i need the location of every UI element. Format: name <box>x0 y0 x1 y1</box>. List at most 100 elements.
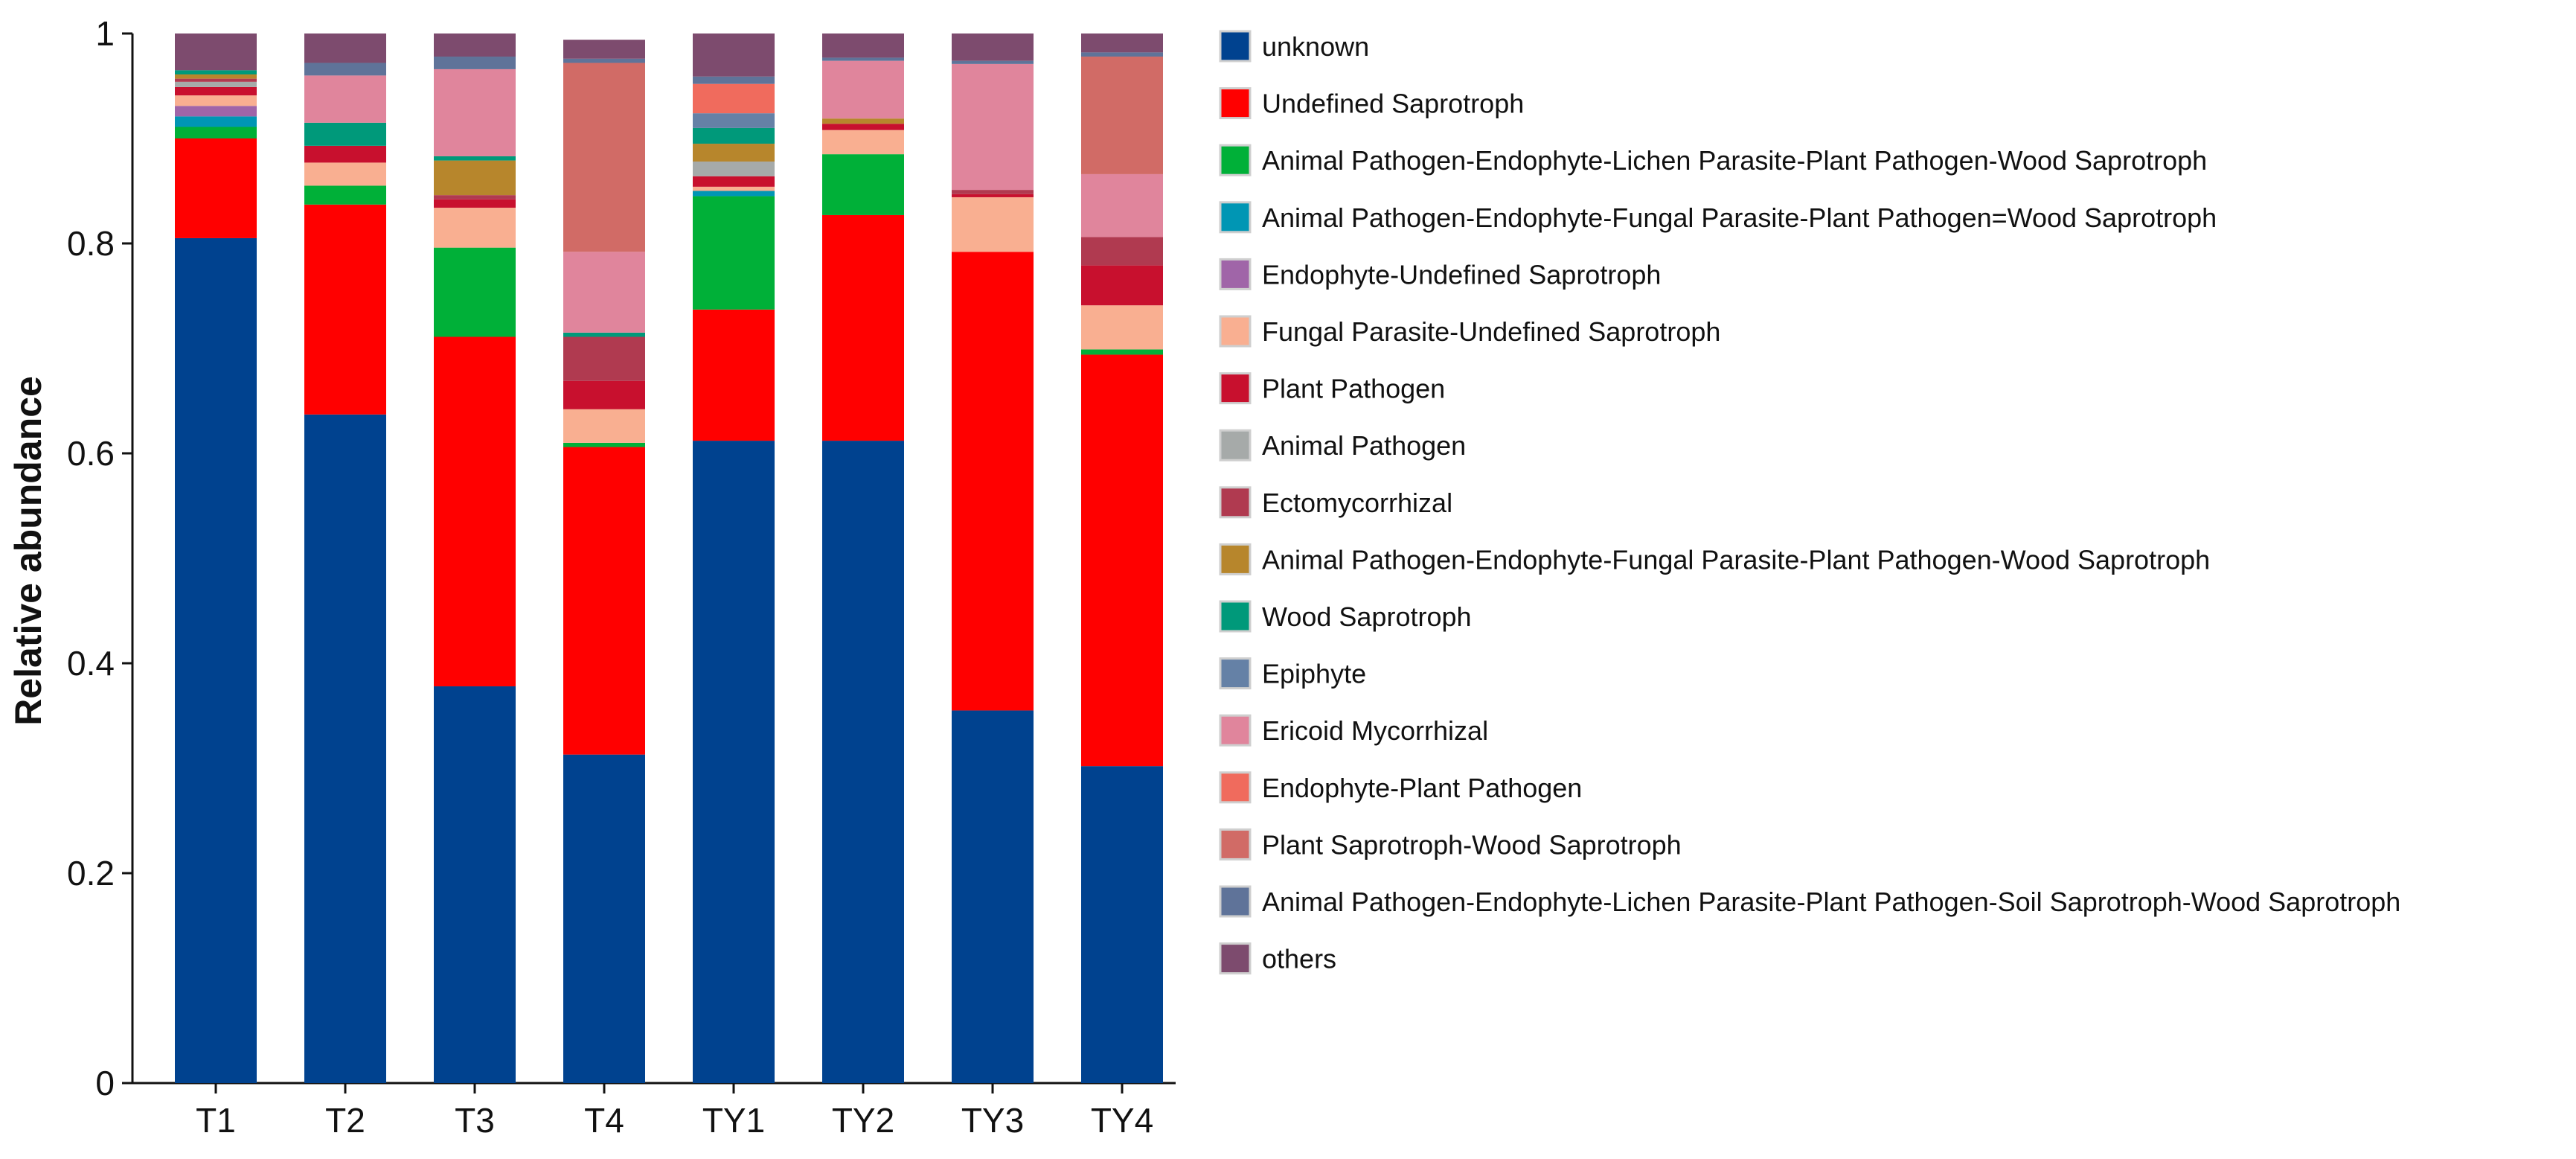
bar-segment <box>563 409 645 443</box>
bar-segment <box>822 214 904 441</box>
bar-segment <box>693 113 775 128</box>
bar-stack-t2 <box>304 33 386 1083</box>
bar-segment <box>693 144 775 162</box>
bar-stack-t3 <box>434 33 516 1083</box>
bar-segment <box>175 70 257 74</box>
legend-item: others <box>1219 942 1336 975</box>
legend-label: Animal Pathogen-Endophyte-Lichen Parasit… <box>1262 887 2400 917</box>
legend-swatch <box>1219 942 1252 975</box>
legend: unknown Undefined Saprotroph Animal Pathog… <box>1219 30 2400 975</box>
bar-stack-ty1 <box>693 33 775 1083</box>
bar-segment <box>952 190 1034 194</box>
legend-label: Plant Saprotroph-Wood Saprotroph <box>1262 829 1682 860</box>
y-tick-label: 0.8 <box>67 224 115 263</box>
legend-item: Undefined Saprotroph <box>1219 87 1524 120</box>
bar-segment <box>175 33 257 71</box>
legend-label: unknown <box>1262 31 1369 62</box>
y-tick-label: 0.4 <box>67 644 115 683</box>
y-tick-label: 0.2 <box>67 854 115 893</box>
bar-segment <box>1081 354 1163 767</box>
bar-segment <box>822 441 904 1083</box>
bar-segment <box>563 447 645 755</box>
x-ticks: T1 T2 T3 T4 TY1 TY2 TY3 TY4 <box>196 1083 1153 1140</box>
bar-segment <box>304 122 386 146</box>
bar-segment <box>175 86 257 96</box>
legend-label: Ericoid Mycorrhizal <box>1262 715 1488 746</box>
bar-segment <box>952 710 1034 1083</box>
y-axis-title: Relative abundance <box>7 376 49 726</box>
bar-stack-t4 <box>563 39 645 1083</box>
legend-item: Wood Saprotroph <box>1219 600 1472 633</box>
bar-segment <box>693 186 775 191</box>
bar-segment <box>693 76 775 84</box>
legend-label: Animal Pathogen-Endophyte-Lichen Parasit… <box>1262 145 2207 176</box>
bar-segment <box>563 336 645 381</box>
bar-segment <box>693 191 775 197</box>
bar-segment <box>693 162 775 176</box>
legend-label: Epiphyte <box>1262 659 1366 689</box>
legend-swatch <box>1219 30 1252 63</box>
bar-segment <box>175 237 257 1084</box>
legend-swatch <box>1219 885 1252 918</box>
bar-segment <box>952 194 1034 197</box>
bar-segment <box>952 60 1034 64</box>
bar-segment <box>434 336 516 687</box>
bar-segment <box>175 127 257 138</box>
bar-segment <box>563 380 645 409</box>
bar-segment <box>1081 33 1163 53</box>
x-tick-label: T1 <box>196 1101 236 1140</box>
bar-segment <box>1081 305 1163 350</box>
legend-label: Undefined Saprotroph <box>1262 89 1524 119</box>
legend-item: Epiphyte <box>1219 657 1366 690</box>
bar-segment <box>952 63 1034 191</box>
bar-segment <box>304 145 386 163</box>
legend-item: unknown <box>1219 30 1369 63</box>
legend-item: Animal Pathogen <box>1219 429 1466 462</box>
bar-segment <box>563 754 645 1083</box>
bar-segment <box>434 57 516 69</box>
bar-segment <box>434 160 516 196</box>
y-ticks: 0 0.2 0.4 0.6 0.8 1 <box>67 14 132 1102</box>
bar-segment <box>434 195 516 199</box>
bar-segment <box>434 199 516 208</box>
bar-segment <box>693 33 775 77</box>
bar-segment <box>693 83 775 114</box>
x-tick-label: TY4 <box>1091 1101 1153 1140</box>
bar-segment <box>434 68 516 156</box>
legend-item: Ericoid Mycorrhizal <box>1219 714 1488 747</box>
legend-item: Ectomycorrhizal <box>1219 486 1452 519</box>
legend-item: Animal Pathogen-Endophyte-Fungal Parasit… <box>1219 201 2217 234</box>
bar-segment <box>434 247 516 337</box>
bar-segment <box>175 81 257 87</box>
bar-segment <box>563 442 645 447</box>
legend-swatch <box>1219 828 1252 861</box>
bar-segment <box>304 33 386 63</box>
bar-segment <box>563 39 645 59</box>
legend-label: Fungal Parasite-Undefined Saprotroph <box>1262 316 1720 347</box>
bar-segment <box>434 686 516 1083</box>
legend-swatch <box>1219 657 1252 690</box>
bar-segment <box>563 63 645 252</box>
bar-segment <box>822 33 904 58</box>
bar-segment <box>952 197 1034 252</box>
bar-segment <box>175 95 257 106</box>
bar-segment <box>175 78 257 82</box>
legend-label: Wood Saprotroph <box>1262 601 1472 632</box>
bar-segment <box>693 441 775 1083</box>
bar-segment <box>175 116 257 127</box>
legend-item: Plant Pathogen <box>1219 372 1445 405</box>
legend-swatch <box>1219 771 1252 804</box>
bar-segment <box>434 156 516 161</box>
legend-swatch <box>1219 429 1252 462</box>
legend-label: Endophyte-Plant Pathogen <box>1262 773 1582 803</box>
legend-item: Animal Pathogen-Endophyte-Lichen Parasit… <box>1219 885 2400 918</box>
bar-segment <box>304 162 386 186</box>
bar-stack-ty3 <box>952 33 1034 1083</box>
legend-swatch <box>1219 87 1252 120</box>
bar-segment <box>1081 349 1163 355</box>
bar-segment <box>563 58 645 63</box>
bar-segment <box>822 118 904 124</box>
x-tick-label: T2 <box>325 1101 365 1140</box>
legend-swatch <box>1219 372 1252 405</box>
